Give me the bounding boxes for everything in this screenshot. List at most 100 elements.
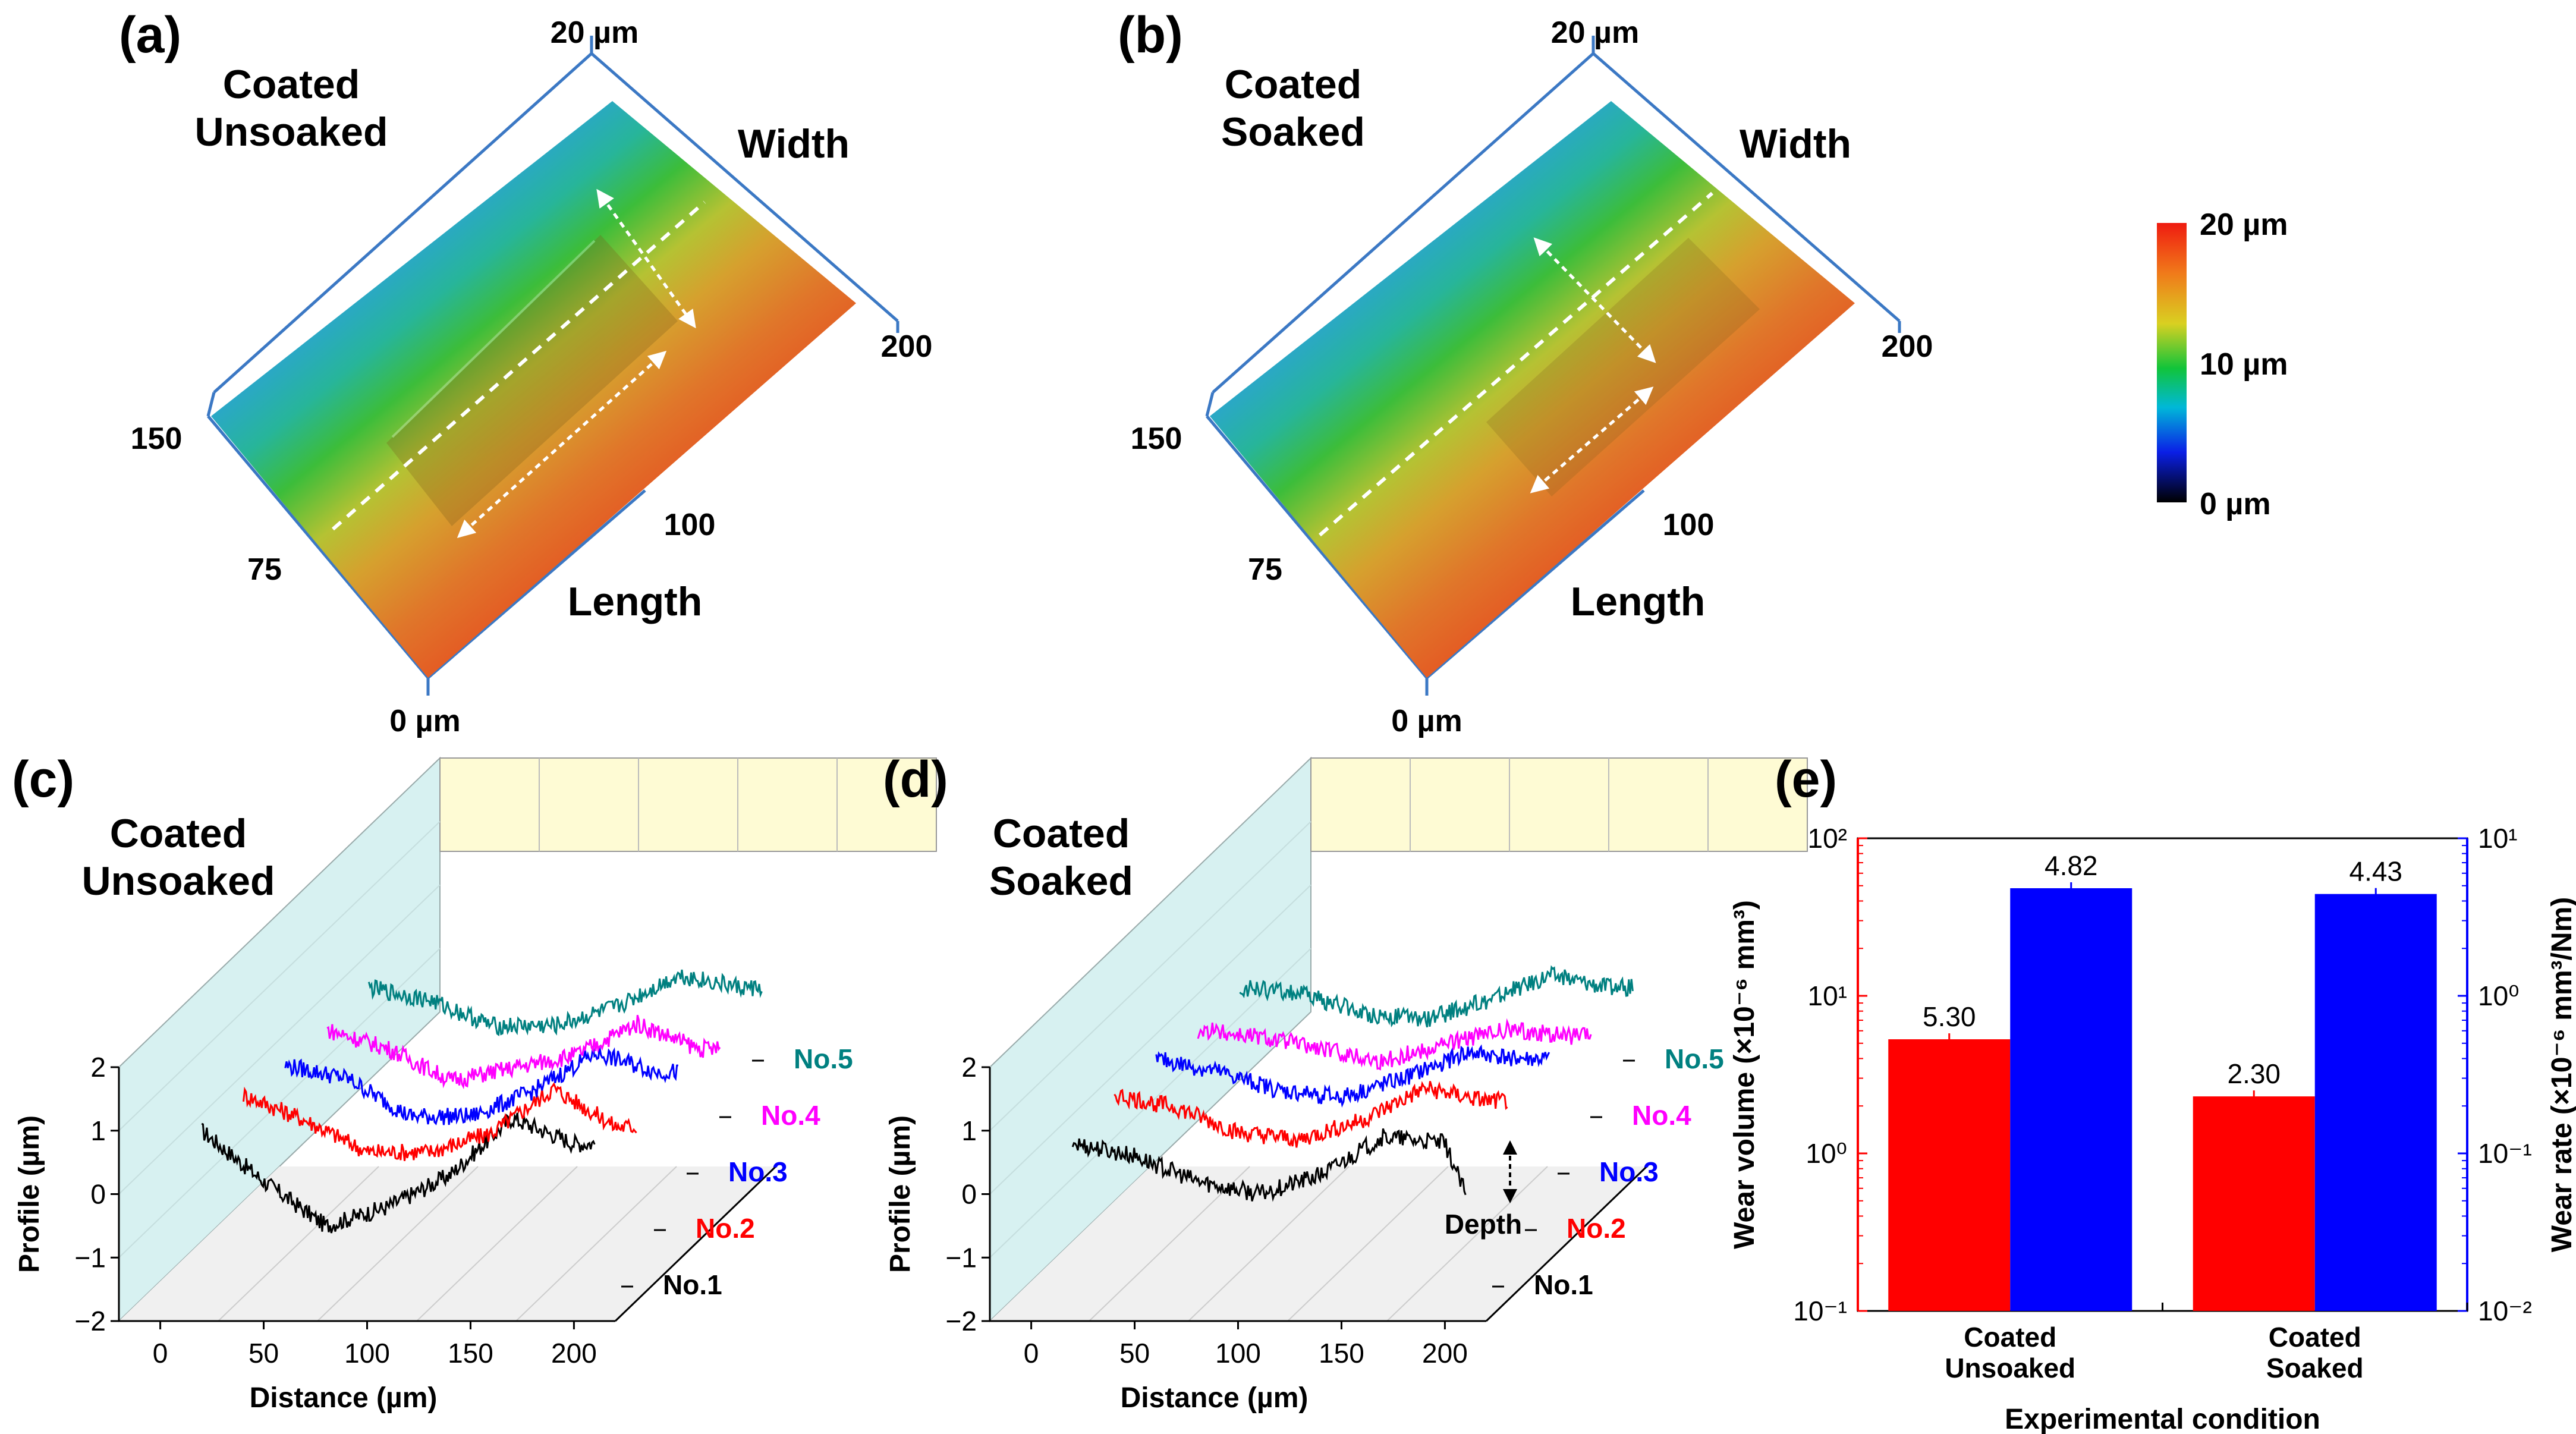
right-tick-label: 10⁻¹ (2478, 1138, 2532, 1169)
bar-value-label: 5.30 (1923, 1001, 1976, 1032)
x-tick-label: 100 (344, 1338, 390, 1369)
colorbar-min-label: 0 µm (2200, 487, 2271, 521)
y-tick-label: 2 (90, 1052, 106, 1083)
panel-e-plot: 10⁻¹ 10⁰ 10¹ 10² 10⁻² 10⁻¹ 10⁰ 10¹ 5.30 4.82 Coate… (1729, 823, 2576, 1434)
panel-b-tick-75: 75 (1248, 552, 1282, 587)
y-axis-title: Profile (µm) (14, 1115, 45, 1273)
profile-line-no5 (367, 969, 763, 1036)
series-label-no1: No.1 (663, 1269, 722, 1300)
x-tick-label: 50 (1119, 1338, 1150, 1369)
profile-line-no2 (1114, 1081, 1508, 1148)
x-tick-label: 0 (153, 1338, 168, 1369)
panel-a-length-label: Length (568, 579, 703, 624)
panel-c-title-line1: Coated (110, 811, 247, 856)
bar-wear-rate-0 (2010, 888, 2132, 1311)
side-grid (989, 884, 1311, 1195)
y-tick-label: 1 (90, 1115, 106, 1146)
floor (990, 1166, 1647, 1321)
panel-b-title-line2: Soaked (1221, 109, 1365, 155)
x-tick-label: 150 (1319, 1338, 1364, 1369)
series-label-no4: No.4 (1632, 1100, 1691, 1131)
panel-b-length-label: Length (1571, 579, 1706, 624)
y-tick-label: −1 (946, 1242, 977, 1273)
panel-d-title-line1: Coated (993, 811, 1130, 856)
series-label-no1: No.1 (1534, 1269, 1593, 1300)
panel-a-tick-75: 75 (247, 552, 282, 587)
x-category-label: Coated (2269, 1322, 2361, 1353)
y-tick-label: −2 (946, 1306, 977, 1336)
floor-grid (218, 1166, 379, 1322)
bar-value-label: 4.82 (2045, 850, 2098, 881)
x-tick-label: 200 (1422, 1338, 1468, 1369)
y-axis-title: Profile (µm) (885, 1115, 916, 1273)
right-tick-label: 10⁻² (2478, 1295, 2532, 1326)
side-grid (118, 821, 441, 1131)
left-tick-label: 10⁰ (1806, 1138, 1847, 1169)
panel-c-letter: (c) (12, 751, 74, 808)
side-grid (989, 821, 1311, 1131)
floor-grid (317, 1166, 479, 1322)
panel-a-letter: (a) (119, 7, 181, 64)
left-tick-label: 10¹ (1808, 980, 1847, 1011)
panel-a-title-line2: Unsoaked (195, 109, 388, 155)
series-label-no4: No.4 (761, 1100, 820, 1131)
bar-value-label: 2.30 (2227, 1058, 2281, 1089)
panel-b-axis-top: 20 µm (1551, 15, 1639, 50)
profile-line-no3 (1155, 1044, 1550, 1108)
x-category-label: Coated (1964, 1322, 2056, 1353)
bar-wear-volume-0 (1888, 1039, 2011, 1311)
y-tick-label: 0 (961, 1179, 977, 1210)
profile-line-no5 (1239, 965, 1634, 1028)
panel-d-plot: 0 50 100 150 200 −2 −1 0 1 2 Distance (µm) Profile … (885, 756, 1808, 1414)
x-tick-label: 50 (249, 1338, 279, 1369)
colorbar: 20 µm 10 µm 0 µm (2157, 207, 2288, 521)
profile-line-no2 (243, 1082, 637, 1161)
panel-c: (c) Coated Unsoaked 0 50 100 150 200 −2 −1 0 1 2 D… (12, 751, 937, 1414)
bar-value-label: 4.43 (2349, 856, 2402, 887)
panel-b-tick-150: 150 (1131, 422, 1182, 456)
panel-b-width-arrow (1533, 237, 1656, 363)
bar-wear-rate-1 (2314, 894, 2437, 1311)
panel-d-title-line2: Soaked (989, 858, 1133, 904)
x-category-label: Soaked (2266, 1353, 2364, 1383)
panel-d: (d) Coated Soaked 0 50 100 150 200 −2 −1 0 1 2 Dis… (883, 751, 1808, 1414)
x-axis-title: Distance (µm) (250, 1382, 438, 1414)
x-tick-label: 200 (551, 1338, 597, 1369)
panel-a-title-line1: Coated (223, 62, 360, 107)
panel-a-length-arrow (457, 351, 667, 538)
series-label-no5: No.5 (1665, 1043, 1724, 1074)
right-tick-label: 10¹ (2478, 823, 2517, 854)
series-label-no2: No.2 (696, 1213, 755, 1244)
panel-a: (a) Coated Unsoaked 20 µm 150 75 0 µm 10… (119, 7, 932, 738)
colorbar-mid-label: 10 µm (2200, 347, 2288, 382)
depth-axis-line (614, 1165, 777, 1322)
floor-grid (1287, 1166, 1449, 1322)
panel-a-width-label: Width (738, 121, 850, 166)
panel-e: (e) 10⁻¹ 10⁰ 10¹ 10² 10⁻² 10⁻¹ 10⁰ 10¹ 5.30 4.82 C… (1729, 751, 2576, 1434)
y-tick-label: 0 (90, 1179, 106, 1210)
right-tick-label: 10⁰ (2478, 980, 2520, 1011)
panel-b-wireframe (1205, 36, 1901, 696)
panel-a-axis-top: 20 µm (551, 15, 639, 50)
series-label-no5: No.5 (794, 1043, 853, 1074)
panel-b-tick-200: 200 (1882, 329, 1933, 364)
panel-b-letter: (b) (1118, 7, 1183, 64)
x-axis-title: Experimental condition (2005, 1404, 2320, 1434)
series-label-no2: No.2 (1567, 1213, 1626, 1244)
x-category-label: Unsoaked (1945, 1353, 2075, 1383)
x-tick-label: 150 (448, 1338, 493, 1369)
floor-grid (515, 1166, 677, 1322)
series-label-no3: No.3 (1599, 1156, 1659, 1187)
panel-c-title-line2: Unsoaked (82, 858, 275, 904)
panel-b-width-label: Width (1740, 121, 1851, 166)
panel-d-letter: (d) (883, 751, 948, 808)
x-tick-label: 100 (1215, 1338, 1261, 1369)
bar-wear-volume-1 (2193, 1096, 2315, 1311)
panel-a-tick-100: 100 (664, 508, 716, 542)
panel-a-axis-origin: 0 µm (389, 704, 461, 738)
profile-line-no3 (284, 1046, 678, 1125)
side-grid (118, 948, 441, 1258)
floor (119, 1166, 776, 1321)
y-tick-label: 1 (961, 1115, 977, 1146)
